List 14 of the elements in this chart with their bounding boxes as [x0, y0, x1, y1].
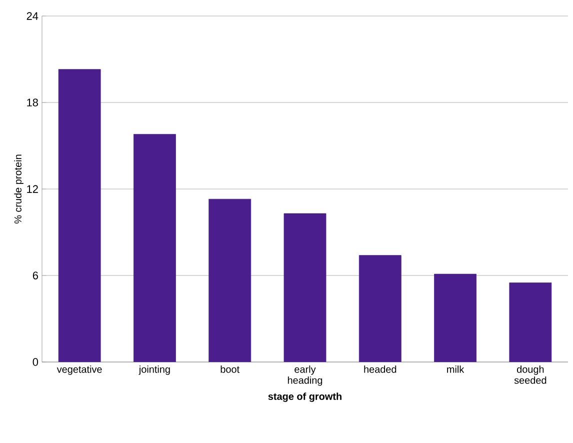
y-tick-label: 24 — [26, 12, 38, 20]
x-tick-label: vegetative — [56, 366, 102, 375]
x-tick-label: milk — [447, 366, 464, 373]
y-tick-label: 6 — [32, 272, 38, 280]
x-tick-label: jointing — [138, 366, 170, 375]
x-tick-label: dough seeded — [514, 366, 546, 384]
y-tick-label: 18 — [27, 98, 38, 106]
x-tick-label: boot — [220, 366, 240, 373]
y-axis-title: % crude protein — [14, 154, 24, 224]
y-tick-label: 0 — [32, 358, 38, 366]
x-tick-label: headed — [364, 366, 396, 373]
x-axis-title: stage of growth — [268, 392, 342, 402]
y-tick-label: 12 — [27, 185, 38, 193]
x-tick-label: early heading — [288, 366, 322, 386]
